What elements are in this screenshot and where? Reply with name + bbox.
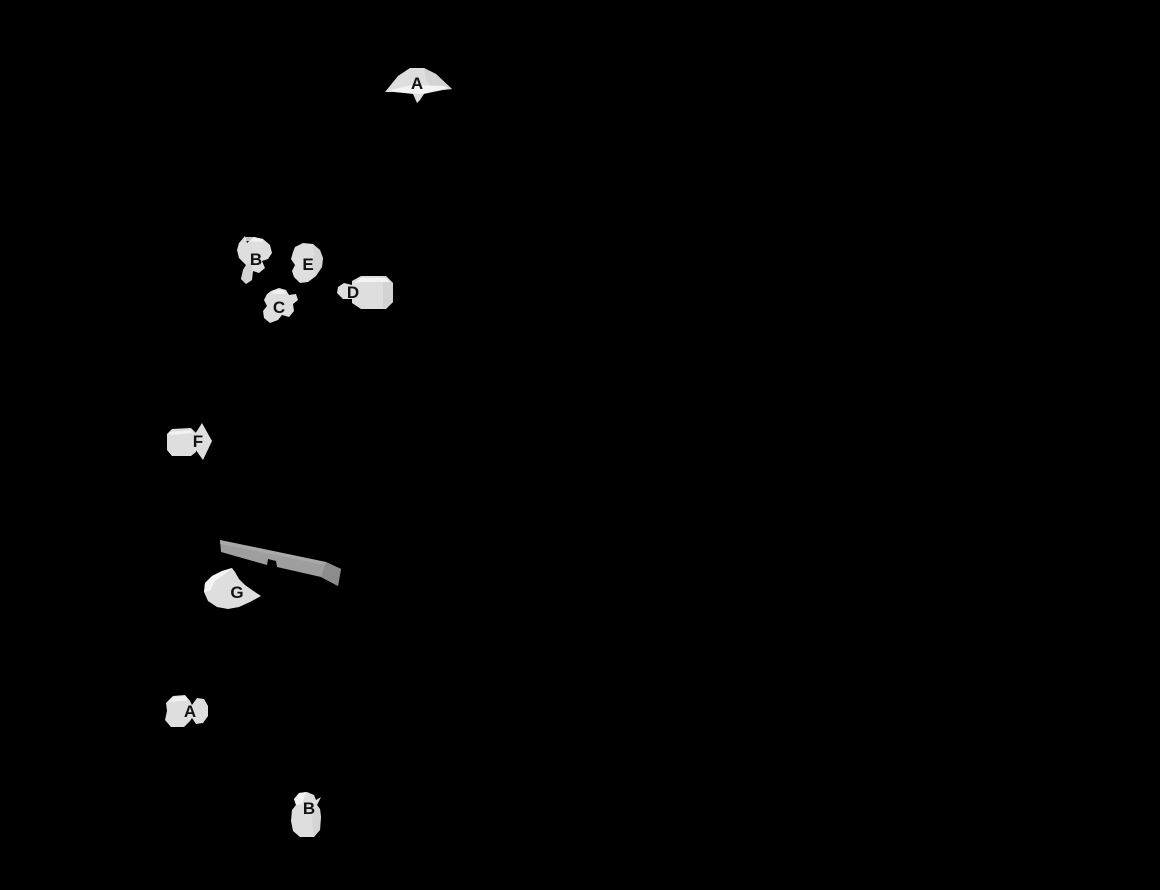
marker-c-upper[interactable]: C [263, 288, 298, 323]
marker-a-top[interactable]: A [385, 68, 452, 103]
marker-b-upper[interactable]: B [237, 236, 272, 284]
beam-highlight [220, 540, 326, 565]
marker-piece-block [167, 428, 196, 456]
marker-piece-facet [383, 276, 393, 309]
marker-label: B [303, 799, 315, 818]
marker-d-upper[interactable]: D [337, 276, 393, 309]
marker-piece-facet [312, 244, 323, 276]
marker-b-lower[interactable]: B [291, 792, 321, 837]
marker-label: D [347, 283, 359, 302]
marker-piece-highlight [390, 85, 449, 94]
marker-label: C [273, 298, 285, 317]
marker-piece-tab [337, 283, 352, 299]
marker-f-mid[interactable]: F [167, 423, 212, 460]
marker-a-lower[interactable]: A [165, 695, 208, 727]
marker-label: A [411, 74, 423, 93]
beam-shape [220, 540, 341, 586]
pointer-beam [220, 540, 341, 586]
marker-e-upper[interactable]: E [291, 243, 323, 283]
marker-piece [263, 288, 298, 323]
marker-piece-facet [241, 262, 252, 284]
marker-label: A [184, 702, 196, 721]
marker-piece-highlight [354, 278, 390, 283]
beam-arrowhead [321, 562, 341, 586]
marker-g-mid[interactable]: G [204, 568, 261, 609]
marker-piece-highlight [272, 289, 286, 294]
marker-label: F [193, 432, 203, 451]
marker-piece-highlight [169, 430, 193, 435]
marker-piece [165, 695, 208, 727]
marker-label: E [302, 255, 313, 274]
marker-piece-highlight [204, 568, 232, 592]
marker-piece-facet [424, 68, 452, 90]
marker-piece-highlight [294, 792, 306, 805]
marker-piece-highlight [245, 237, 263, 242]
marker-piece [352, 276, 393, 309]
marker-label: G [230, 583, 243, 602]
marker-piece-diamond [190, 423, 212, 460]
marker-piece-highlight [168, 696, 189, 702]
marker-piece-facet [312, 806, 321, 837]
marker-label: B [250, 250, 262, 269]
